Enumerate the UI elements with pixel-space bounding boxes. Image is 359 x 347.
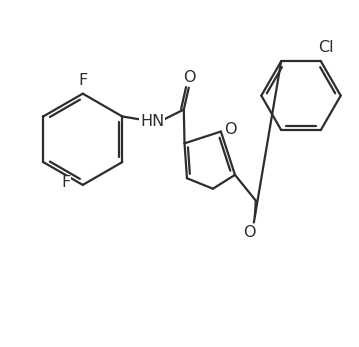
Text: F: F xyxy=(78,73,87,88)
Text: F: F xyxy=(78,73,87,88)
Text: O: O xyxy=(243,225,255,240)
Text: Cl: Cl xyxy=(318,40,334,55)
Text: O: O xyxy=(183,70,196,85)
Text: HN: HN xyxy=(140,114,164,129)
Text: O: O xyxy=(225,122,237,137)
Text: F: F xyxy=(61,176,70,191)
